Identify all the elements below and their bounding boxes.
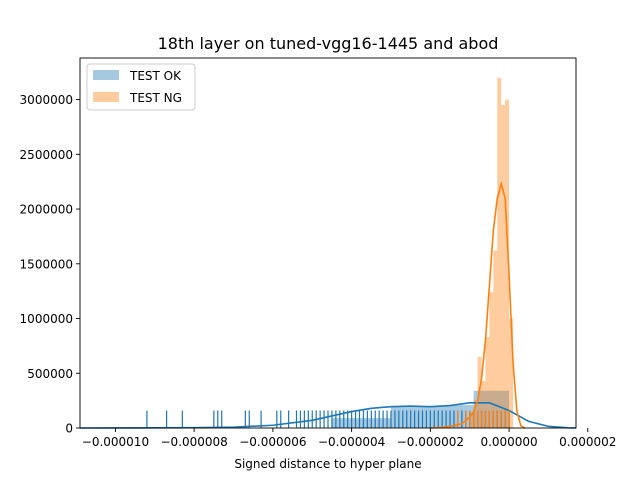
series-0 xyxy=(331,390,510,428)
series-layer xyxy=(79,77,577,429)
x-tick-label: −0.000008 xyxy=(161,435,228,449)
histogram-bar xyxy=(485,337,490,428)
series-1-marks xyxy=(430,180,526,429)
x-tick-label: −0.000002 xyxy=(397,435,464,449)
y-tick-label: 0 xyxy=(65,422,73,436)
x-tick-label: −0.000010 xyxy=(82,435,149,449)
legend-label: TEST OK xyxy=(129,69,182,83)
histogram-bar xyxy=(509,318,514,428)
x-axis: −0.000010 −0.000008 −0.000006 −0.000004 −0.0… xyxy=(82,428,616,449)
y-tick-label: 2000000 xyxy=(20,203,73,217)
y-tick-label: 1000000 xyxy=(20,312,73,326)
legend-swatch xyxy=(93,70,119,80)
axes-frame xyxy=(79,57,577,429)
x-tick-label: 0.000002 xyxy=(559,435,616,449)
x-tick-label: −0.000006 xyxy=(239,435,306,449)
x-tick-label: −0.000004 xyxy=(318,435,385,449)
y-tick-label: 2500000 xyxy=(20,148,73,162)
plot-area xyxy=(80,58,576,428)
histogram-bar xyxy=(497,77,502,429)
x-axis-label: Signed distance to hyper plane xyxy=(234,457,421,471)
axes-spines xyxy=(79,57,577,429)
kde-line xyxy=(430,180,526,429)
x-tick-label: 0.000000 xyxy=(480,435,537,449)
histogram-bar xyxy=(489,292,494,428)
legend: TEST OK TEST NG xyxy=(86,63,196,111)
legend-swatch xyxy=(93,92,119,102)
histogram-bar xyxy=(390,406,451,428)
y-tick-label: 3000000 xyxy=(20,93,73,107)
histogram-bar xyxy=(473,400,478,428)
histogram-bar xyxy=(501,105,506,428)
y-axis: 0 500000 1000000 1500000 2000000 2500000 30000… xyxy=(20,93,80,436)
legend-box xyxy=(86,63,196,111)
histogram-bar xyxy=(493,250,498,428)
plot-background xyxy=(80,58,576,428)
histogram-bar xyxy=(331,418,391,428)
y-tick-label: 1500000 xyxy=(20,257,73,271)
y-tick-label: 500000 xyxy=(27,367,73,381)
histogram-bar xyxy=(505,99,510,429)
legend-label: TEST NG xyxy=(129,91,182,105)
histogram-bar xyxy=(473,390,510,428)
histogram-bar xyxy=(481,380,486,428)
chart-title: 18th layer on tuned-vgg16-1445 and abod xyxy=(158,34,499,53)
kde-line xyxy=(79,402,577,429)
histogram-bar xyxy=(469,412,474,428)
